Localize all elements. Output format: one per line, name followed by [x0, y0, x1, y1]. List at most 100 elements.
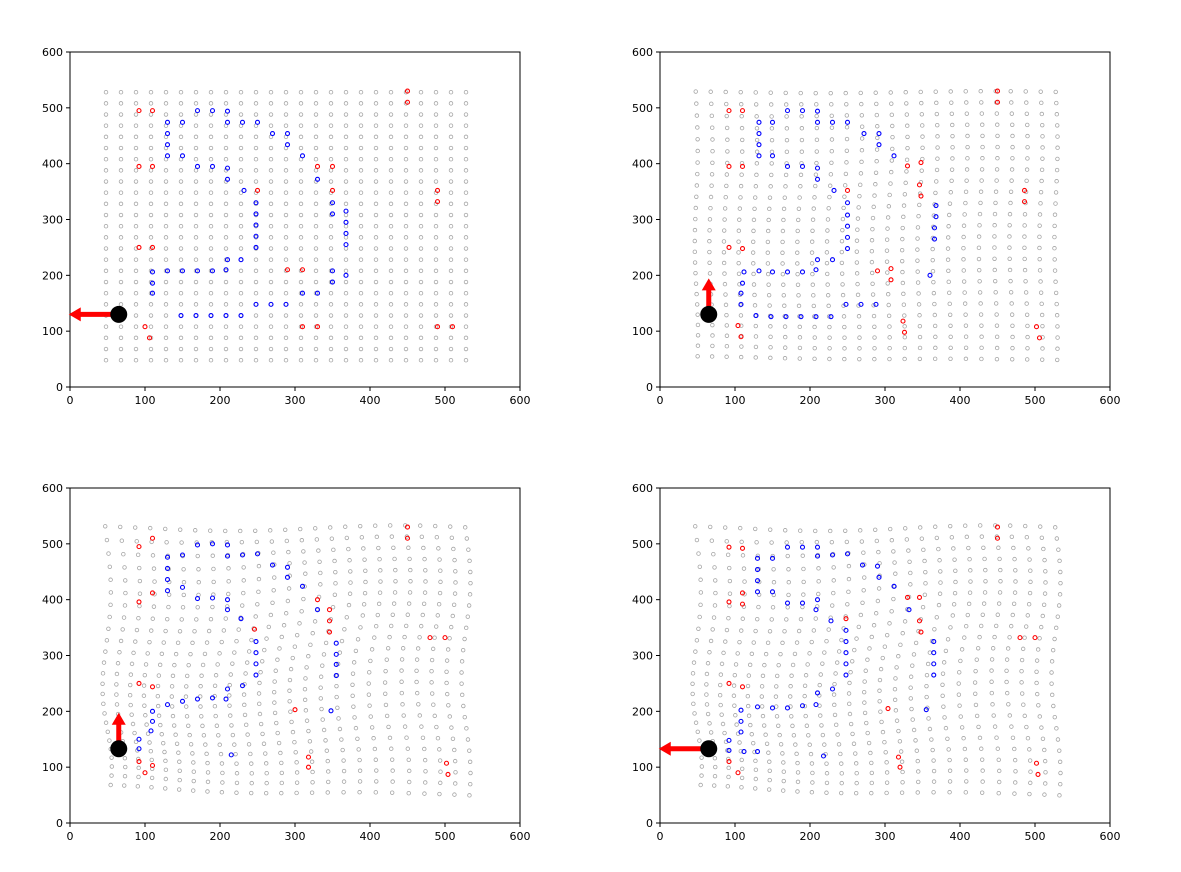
background-point: [858, 90, 863, 96]
background-point: [994, 323, 1000, 328]
background-point: [839, 637, 844, 643]
background-point: [283, 246, 289, 251]
background-point: [373, 335, 379, 341]
background-point: [885, 226, 890, 231]
background-point: [770, 553, 775, 559]
path-point: [239, 119, 246, 125]
background-point: [769, 137, 775, 143]
background-point: [963, 757, 969, 762]
background-point: [948, 356, 953, 362]
background-point: [809, 639, 814, 645]
path-point: [333, 661, 339, 667]
background-point: [903, 526, 908, 531]
background-point: [286, 549, 291, 555]
background-point: [854, 260, 860, 265]
background-point: [302, 687, 308, 692]
background-point: [904, 112, 910, 117]
path-point: [223, 312, 229, 319]
background-point: [109, 773, 114, 778]
background-point: [313, 346, 319, 352]
background-point: [1004, 668, 1009, 673]
background-point: [290, 729, 296, 735]
background-point: [373, 123, 379, 128]
background-point: [977, 223, 982, 228]
background-point: [388, 89, 394, 95]
background-point: [1024, 167, 1030, 172]
background-point: [238, 101, 244, 106]
background-point: [859, 148, 865, 153]
path-point: [164, 119, 171, 125]
background-point: [367, 670, 372, 675]
background-point: [279, 634, 284, 640]
background-point: [709, 538, 715, 543]
background-point: [118, 134, 124, 140]
background-point: [784, 149, 790, 155]
background-point: [934, 179, 939, 184]
background-point: [992, 278, 998, 284]
background-point: [103, 190, 109, 195]
background-point: [133, 101, 139, 106]
background-point: [915, 225, 921, 230]
background-point: [208, 324, 214, 329]
background-point: [388, 246, 394, 251]
background-point: [695, 125, 700, 130]
background-point: [828, 90, 833, 96]
background-point: [353, 648, 359, 654]
background-point: [283, 257, 289, 262]
y-tick-label: 200: [42, 705, 63, 718]
background-point: [1009, 178, 1014, 183]
path-point: [814, 119, 821, 125]
path-point: [814, 553, 821, 559]
background-point: [303, 676, 308, 681]
background-point: [103, 112, 109, 117]
background-point: [727, 578, 733, 584]
path-point: [314, 176, 321, 182]
background-point: [810, 282, 816, 287]
background-point: [133, 739, 139, 745]
background-point: [1010, 357, 1015, 362]
background-point: [313, 302, 319, 307]
background-point: [148, 302, 154, 307]
background-point: [1025, 323, 1030, 329]
background-point: [824, 761, 829, 766]
background-point: [1054, 100, 1059, 106]
background-point: [403, 623, 409, 629]
background-point: [951, 602, 957, 607]
path-point: [754, 704, 761, 710]
background-point: [935, 122, 940, 128]
background-point: [739, 539, 744, 545]
background-point: [133, 639, 138, 644]
path-point: [253, 200, 259, 206]
background-point: [739, 172, 744, 177]
path-point: [299, 290, 306, 296]
background-point: [1042, 557, 1047, 563]
background-point: [313, 145, 319, 151]
background-point: [260, 659, 265, 664]
background-point: [979, 167, 985, 172]
background-point: [1057, 793, 1062, 798]
background-point: [964, 779, 969, 784]
background-point: [328, 223, 334, 229]
background-point: [448, 246, 454, 251]
path-point: [254, 119, 261, 125]
background-point: [782, 195, 787, 200]
background-point: [887, 192, 892, 198]
background-point: [278, 750, 283, 756]
background-point: [878, 709, 883, 714]
background-point: [303, 571, 308, 576]
background-point: [884, 632, 890, 638]
background-point: [693, 281, 699, 286]
background-point: [919, 100, 924, 106]
background-point: [433, 246, 439, 251]
background-point: [899, 759, 905, 764]
background-point: [829, 160, 834, 166]
background-point: [118, 324, 124, 329]
background-point: [133, 313, 139, 318]
background-point: [1025, 145, 1030, 150]
background-point: [732, 672, 738, 678]
background-point: [108, 577, 113, 582]
background-point: [908, 570, 913, 576]
path-point: [164, 554, 171, 560]
path-point: [783, 314, 789, 320]
background-point: [1037, 223, 1042, 228]
